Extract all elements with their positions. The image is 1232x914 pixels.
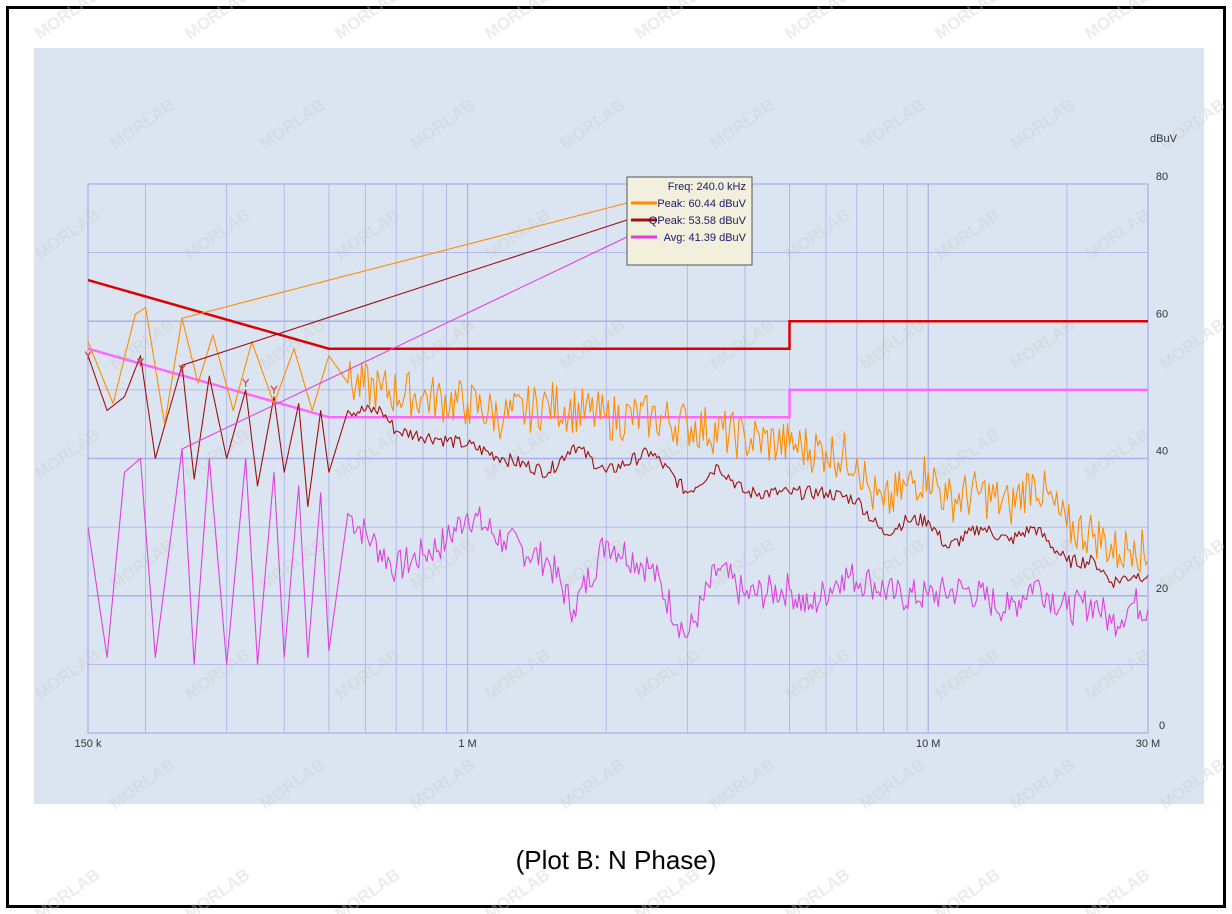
watermark-text: MORLAB — [106, 95, 178, 153]
y-tick-label: 20 — [1156, 583, 1168, 595]
series-lines — [87, 306, 1149, 665]
watermark-text: MORLAB — [556, 315, 628, 373]
grid — [87, 183, 1149, 734]
watermark-text: MORLAB — [31, 0, 103, 43]
y-unit-label: dBuV — [1150, 133, 1178, 145]
tooltip-peak: Peak: 60.44 dBuV — [657, 198, 746, 210]
watermark-text: MORLAB — [481, 205, 553, 263]
watermark-text: MORLAB — [631, 0, 703, 43]
figure-frame — [6, 6, 1226, 908]
marker — [242, 378, 250, 388]
watermark-text: MORLAB — [1006, 315, 1078, 373]
watermark-text: MORLAB — [556, 755, 628, 813]
markers — [84, 351, 278, 394]
watermark-text: MORLAB — [781, 205, 853, 263]
x-tick-label: 1 M — [458, 738, 476, 750]
watermark-text: MORLAB — [931, 205, 1003, 263]
watermark-text: MORLAB — [31, 425, 103, 483]
readout-tooltip[interactable]: Freq: 240.0 kHz Peak: 60.44 dBuV QPeak: … — [626, 176, 753, 266]
y-tick-label: 40 — [1156, 446, 1168, 458]
watermark-text: MORLAB — [256, 95, 328, 153]
watermark-text: MORLAB — [856, 95, 928, 153]
watermark-text: MORLAB — [1006, 535, 1078, 593]
tooltip-connectors — [181, 202, 628, 450]
series-line-avg — [87, 448, 1149, 665]
watermark-text: MORLAB — [181, 425, 253, 483]
tooltip-connector-avg — [181, 236, 628, 450]
y-tick-label: 60 — [1156, 308, 1168, 320]
tick-labels: 150 k 1 M 10 M 30 M 0 20 40 60 80 — [75, 171, 1169, 750]
watermark-text: MORLAB — [331, 425, 403, 483]
marker — [270, 385, 278, 394]
watermark-text: MORLAB — [331, 645, 403, 703]
watermark-text: MORLAB — [931, 0, 1003, 43]
watermark-text: MORLAB — [181, 205, 253, 263]
series-line-peak — [87, 306, 1149, 573]
figure-caption: (Plot B: N Phase) — [515, 845, 717, 875]
limit-line-qp — [87, 278, 1148, 350]
watermark-text: MORLAB — [1006, 755, 1078, 813]
series-line-qpeak — [87, 355, 1149, 589]
tooltip-freq: Freq: 240.0 kHz — [668, 181, 746, 193]
watermark-text: MORLAB — [1081, 0, 1153, 43]
watermark-text: MORLAB — [481, 645, 553, 703]
tooltip-connector-qpeak — [181, 219, 628, 366]
marker — [84, 351, 92, 360]
watermark-text: MORLAB — [556, 95, 628, 153]
x-tick-label: 150 k — [75, 738, 102, 750]
watermark-text: MORLAB — [406, 755, 478, 813]
watermark-text: MORLAB — [856, 755, 928, 813]
watermark-text: MORLAB — [331, 205, 403, 263]
watermark-text: MORLAB — [1156, 755, 1228, 813]
tooltip-connector-peak — [181, 202, 628, 319]
watermark-text: MORLAB — [931, 425, 1003, 483]
watermark-text: MORLAB — [256, 315, 328, 373]
watermark-text: MORLAB — [1081, 205, 1153, 263]
marker — [178, 364, 186, 374]
tooltip-qpeak: QPeak: 53.58 dBuV — [649, 215, 747, 227]
watermark-text: MORLAB — [781, 645, 853, 703]
marker — [137, 358, 144, 367]
watermark-text: MORLAB — [781, 0, 853, 43]
watermark-text: MORLAB — [181, 0, 253, 43]
watermark-text: MORLAB — [856, 315, 928, 373]
watermark-text: MORLAB — [706, 755, 778, 813]
y-tick-label: 0 — [1159, 720, 1165, 732]
watermark-text: MORLAB — [256, 755, 328, 813]
y-tick-label: 80 — [1156, 171, 1168, 183]
watermark-text: MORLAB — [31, 645, 103, 703]
watermark-text: MORLAB — [31, 205, 103, 263]
limit-line-avg — [87, 347, 1148, 419]
watermark-text: MORLAB — [631, 645, 703, 703]
watermark-text: MORLAB — [331, 0, 403, 43]
watermark-text: MORLAB — [106, 755, 178, 813]
watermark-text: MORLAB — [1081, 645, 1153, 703]
watermark-text: MORLAB — [481, 0, 553, 43]
x-tick-label: 30 M — [1136, 738, 1160, 750]
limit-lines — [87, 278, 1148, 419]
watermark-text: MORLAB — [1156, 315, 1228, 373]
tooltip-avg: Avg: 41.39 dBuV — [664, 232, 747, 244]
watermark-text: MORLAB — [406, 95, 478, 153]
watermark-text: MORLAB — [1006, 95, 1078, 153]
watermark-text: MORLAB — [706, 315, 778, 373]
watermark-text: MORLAB — [706, 95, 778, 153]
watermark-text: MORLAB — [181, 645, 253, 703]
watermark-text: MORLAB — [931, 645, 1003, 703]
watermark-text: MORLAB — [1081, 425, 1153, 483]
x-tick-label: 10 M — [916, 738, 940, 750]
